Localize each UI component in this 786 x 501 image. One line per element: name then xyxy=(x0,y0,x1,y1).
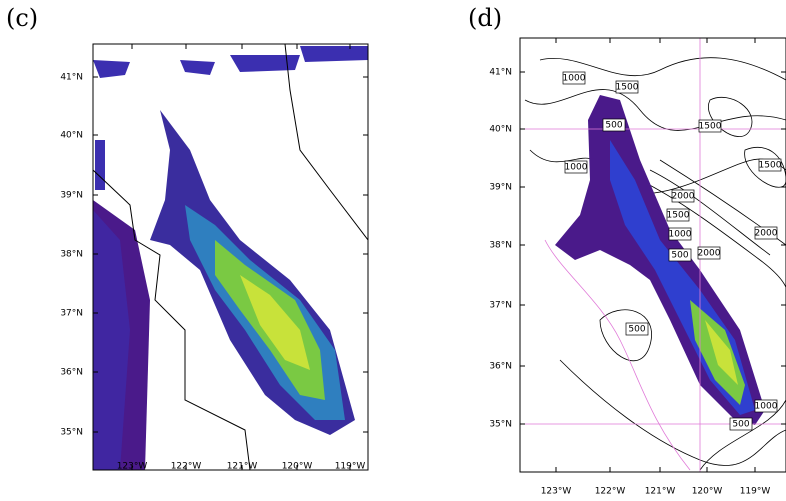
contour-label: 500 xyxy=(628,325,645,335)
y-tick-label: 40°N xyxy=(489,125,512,135)
y-tick-label: 36°N xyxy=(60,368,83,378)
y-tick-label: 38°N xyxy=(60,250,83,260)
contour-label-box xyxy=(615,80,639,94)
y-tick-label: 37°N xyxy=(60,309,83,319)
contour-label: 1500 xyxy=(759,161,782,171)
contour-label-box xyxy=(698,119,722,133)
x-tick-label: 122°W xyxy=(595,487,626,497)
valley-peak xyxy=(240,275,310,370)
contour-label: 500 xyxy=(732,420,749,430)
panel-label: (c) xyxy=(6,4,38,32)
border-line xyxy=(93,169,251,470)
scattered-field xyxy=(93,46,368,190)
contour-label: 2000 xyxy=(672,192,695,202)
contour-label: 1500 xyxy=(667,211,690,221)
contour-label-box xyxy=(562,71,586,85)
panel-label: (d) xyxy=(468,4,502,32)
contour-label-box xyxy=(729,417,753,431)
contour-label: 1000 xyxy=(755,402,778,412)
contour-label-box xyxy=(668,248,692,262)
y-tick-label: 35°N xyxy=(60,428,83,438)
y-tick-label: 39°N xyxy=(489,183,512,193)
y-tick-label: 35°N xyxy=(489,420,512,430)
contour-label-box xyxy=(564,160,588,174)
panel-c-frame xyxy=(92,43,369,471)
contour-label-box xyxy=(625,322,649,336)
contour-label: 1000 xyxy=(565,163,588,173)
contour-label: 2000 xyxy=(698,249,721,259)
contour-label-box xyxy=(666,208,690,222)
x-tick-label: 123°W xyxy=(541,487,572,497)
x-tick-label: 119°W xyxy=(740,487,771,497)
panel-d-frame xyxy=(519,37,786,473)
contour-label-box xyxy=(668,227,692,241)
panel-c-map xyxy=(93,44,368,470)
contour-label-box xyxy=(697,246,721,260)
coastline xyxy=(544,239,691,471)
contour-label: 500 xyxy=(605,121,622,131)
contour-label-box xyxy=(671,189,695,203)
contour-label: 1500 xyxy=(699,122,722,132)
x-tick-label: 120°W xyxy=(692,487,723,497)
x-tick-label: 121°W xyxy=(645,487,676,497)
valley-peak xyxy=(705,320,738,385)
contour-label: 2000 xyxy=(755,229,778,239)
y-tick-label: 41°N xyxy=(489,68,512,78)
contour-label-box xyxy=(602,118,626,132)
y-tick-label: 40°N xyxy=(60,131,83,141)
contour-label: 1000 xyxy=(669,230,692,240)
contour-label: 500 xyxy=(671,251,688,261)
y-tick-label: 39°N xyxy=(60,191,83,201)
coastal-field-blue xyxy=(93,210,130,470)
contour-label-box xyxy=(754,226,778,240)
contour-label-box xyxy=(758,158,782,172)
contour-label: 1000 xyxy=(563,74,586,84)
y-tick-label: 41°N xyxy=(60,73,83,83)
contour-label-box xyxy=(754,399,778,413)
y-tick-label: 36°N xyxy=(489,362,512,372)
border-line xyxy=(284,44,368,241)
panel-d-map xyxy=(520,38,786,472)
contour-label: 1500 xyxy=(616,83,639,93)
y-tick-label: 37°N xyxy=(489,301,512,311)
y-tick-label: 38°N xyxy=(489,241,512,251)
